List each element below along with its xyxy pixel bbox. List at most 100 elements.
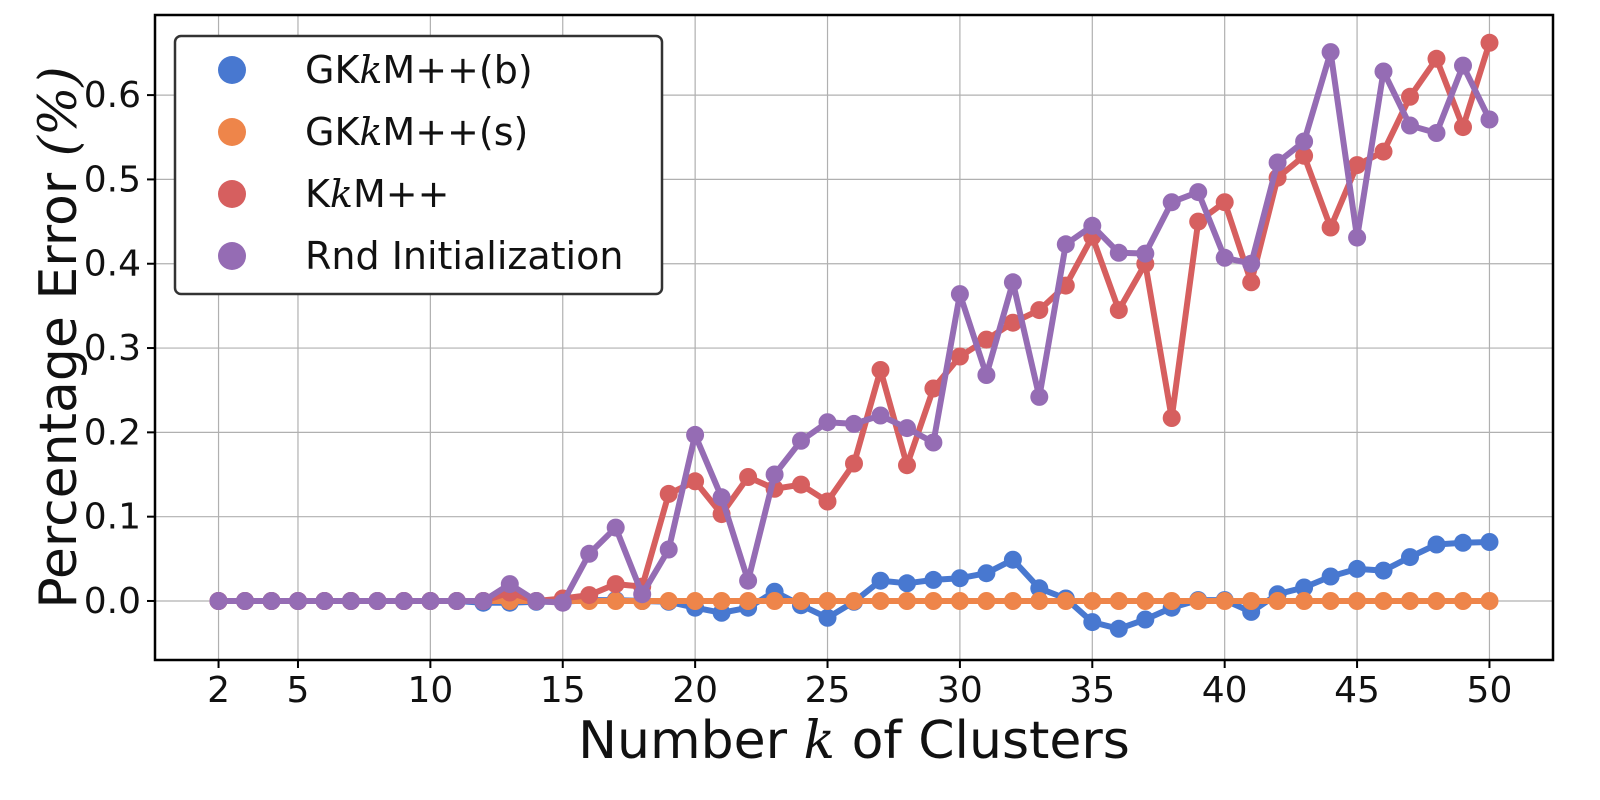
legend: GKkM++(b) GKkM++(s) KkM++ Rnd Initializa… xyxy=(173,34,664,296)
data-point xyxy=(1242,254,1261,273)
legend-marker xyxy=(218,180,246,208)
data-point xyxy=(818,413,837,432)
data-point xyxy=(659,484,678,503)
data-point xyxy=(1374,142,1393,161)
legend-entry-1: GKkM++(s) xyxy=(218,110,528,154)
data-point xyxy=(1162,592,1181,610)
data-point xyxy=(1454,592,1472,610)
data-point xyxy=(1480,110,1499,129)
data-point xyxy=(1109,619,1128,638)
data-point xyxy=(950,569,969,588)
legend-entry-3: Rnd Initialization xyxy=(218,234,623,278)
data-point xyxy=(1109,592,1128,610)
data-point xyxy=(1295,592,1314,610)
data-point xyxy=(1268,153,1287,172)
data-point xyxy=(1295,578,1314,597)
y-tick-label: 0.4 xyxy=(84,244,141,285)
data-point xyxy=(977,330,996,349)
data-point xyxy=(1480,533,1499,551)
data-point xyxy=(1321,218,1340,237)
data-point xyxy=(447,592,466,610)
data-point xyxy=(1003,313,1022,332)
data-point xyxy=(871,592,890,610)
data-point xyxy=(765,465,784,484)
data-point xyxy=(1401,592,1419,610)
data-point xyxy=(1321,592,1340,610)
data-point xyxy=(1401,87,1419,106)
data-point xyxy=(421,592,440,610)
legend-label: Rnd Initialization xyxy=(305,234,623,278)
data-point xyxy=(1295,132,1314,151)
data-point xyxy=(262,592,281,610)
y-tick-label: 0.3 xyxy=(84,328,141,369)
data-point xyxy=(659,592,678,610)
data-point xyxy=(1321,567,1340,586)
y-tick-label: 0.6 xyxy=(84,75,141,116)
data-point xyxy=(315,592,334,610)
data-point xyxy=(924,592,943,610)
data-point xyxy=(845,454,863,473)
legend-entry-2: KkM++ xyxy=(218,172,449,216)
data-point xyxy=(580,544,599,563)
data-point xyxy=(898,574,916,593)
data-point xyxy=(871,571,890,590)
legend-marker xyxy=(218,56,246,84)
data-point xyxy=(845,592,863,610)
y-tick-label: 0.2 xyxy=(84,412,141,453)
y-axis-title: Percentage Error (%) xyxy=(29,66,89,608)
data-point xyxy=(924,570,943,589)
data-point xyxy=(1268,592,1287,610)
series-3 xyxy=(209,43,1499,612)
data-point xyxy=(394,592,413,610)
data-point xyxy=(950,347,969,366)
data-point xyxy=(977,592,996,610)
data-point xyxy=(659,540,678,559)
x-tick-label: 40 xyxy=(1202,670,1248,711)
data-point xyxy=(1189,592,1208,610)
data-point xyxy=(818,608,837,627)
legend-label: GKkM++(b) xyxy=(305,48,533,92)
x-tick-label: 35 xyxy=(1069,670,1115,711)
data-point xyxy=(1136,610,1155,629)
legend-label: GKkM++(s) xyxy=(305,110,528,154)
data-point xyxy=(1189,183,1208,202)
data-point xyxy=(1162,193,1181,212)
data-point xyxy=(1215,248,1234,267)
data-point xyxy=(686,472,705,491)
data-point xyxy=(898,419,916,438)
x-tick-label: 25 xyxy=(805,670,851,711)
data-point xyxy=(606,518,625,537)
data-point xyxy=(1162,409,1181,427)
data-point xyxy=(1480,592,1499,610)
data-point xyxy=(1427,124,1446,142)
x-axis-title: Number k of Clusters xyxy=(578,711,1130,771)
axis-ticks: 2 5 10 15 20 25 30 35 40 45 500.00.10.20.30.40.50.… xyxy=(84,75,1513,711)
data-point xyxy=(1109,301,1128,320)
data-point xyxy=(341,592,360,610)
data-point xyxy=(1056,235,1075,254)
data-point xyxy=(606,575,625,594)
data-point xyxy=(1136,592,1155,610)
data-point xyxy=(1427,535,1446,554)
data-point xyxy=(209,592,228,610)
x-tick-label: 50 xyxy=(1467,670,1513,711)
data-point xyxy=(765,592,784,610)
data-point xyxy=(1030,301,1049,320)
x-tick-label: 10 xyxy=(407,670,453,711)
data-point xyxy=(871,406,890,425)
data-point xyxy=(633,585,652,604)
data-point xyxy=(845,414,863,433)
data-point xyxy=(898,592,916,610)
data-point xyxy=(1189,212,1208,231)
data-point xyxy=(1030,387,1049,406)
legend-marker xyxy=(218,118,246,146)
data-point xyxy=(1454,533,1472,552)
data-point xyxy=(1083,613,1102,632)
data-point xyxy=(1374,561,1393,580)
data-point xyxy=(792,475,810,494)
data-point xyxy=(1295,146,1314,165)
data-point xyxy=(553,593,572,612)
legend-label: KkM++ xyxy=(305,172,449,216)
data-point xyxy=(739,468,758,486)
x-tick-label: 30 xyxy=(937,670,983,711)
